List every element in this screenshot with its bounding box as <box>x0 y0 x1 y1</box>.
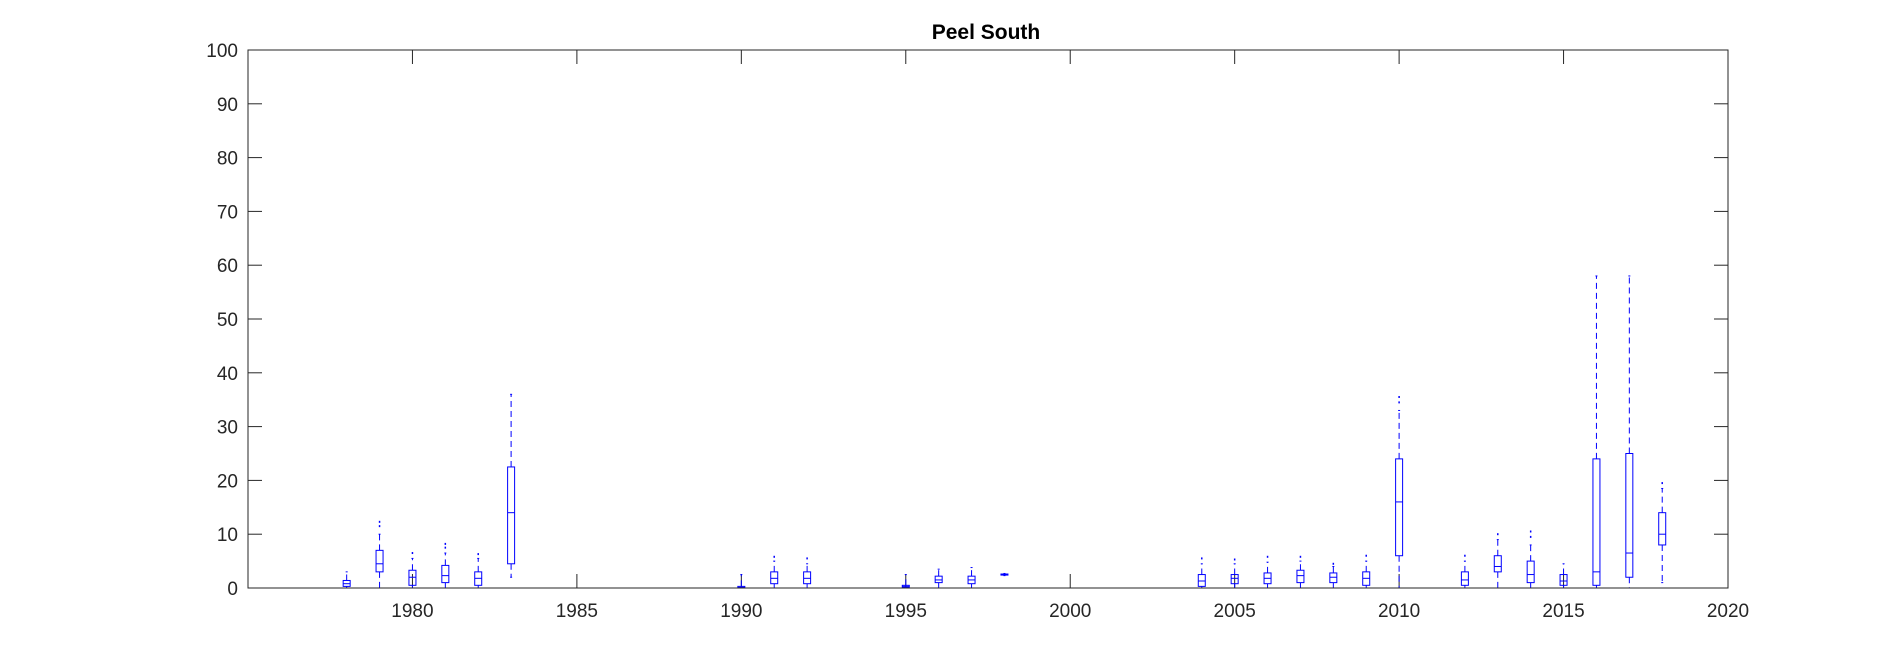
y-tick-label: 20 <box>217 471 238 492</box>
box-iqr <box>1329 572 1338 584</box>
box-1981 <box>441 542 450 589</box>
box-iqr <box>408 569 417 586</box>
y-tick-label: 30 <box>217 418 238 439</box>
y-tick-label: 70 <box>217 202 238 223</box>
box-iqr <box>1559 574 1568 586</box>
x-tick-label: 2005 <box>1214 601 1256 622</box>
box-iqr <box>507 466 516 565</box>
box-1992 <box>803 557 812 589</box>
y-tick-label: 80 <box>217 149 238 170</box>
box-2010 <box>1395 396 1404 589</box>
box-2018 <box>1658 482 1667 584</box>
box-2012 <box>1460 554 1469 589</box>
box-iqr <box>1526 560 1535 584</box>
box-1982 <box>474 553 483 589</box>
box-iqr <box>1592 458 1601 586</box>
box-iqr <box>803 571 812 585</box>
plot-frame <box>247 49 1729 589</box>
y-tick-label: 90 <box>217 95 238 116</box>
box-iqr <box>1493 555 1502 573</box>
y-tick-label: 40 <box>217 364 238 385</box>
x-tick-label: 1995 <box>885 601 927 622</box>
box-2005 <box>1230 558 1239 589</box>
box-2016 <box>1592 275 1601 589</box>
x-tick-label: 2015 <box>1542 601 1584 622</box>
x-tick-label: 2000 <box>1049 601 1091 622</box>
box-iqr <box>934 575 943 584</box>
box-iqr <box>1197 574 1206 587</box>
x-tick-label: 2010 <box>1378 601 1420 622</box>
box-2015 <box>1559 563 1568 589</box>
box-iqr <box>1460 571 1469 586</box>
box-iqr <box>375 549 384 573</box>
y-tick-label: 60 <box>217 256 238 277</box>
x-tick-label: 1990 <box>720 601 762 622</box>
box-iqr <box>1230 574 1239 585</box>
x-tick-label: 1985 <box>556 601 598 622</box>
box-iqr <box>1658 512 1667 546</box>
box-1978 <box>342 571 351 589</box>
axes: 0 10 20 30 40 50 60 70 80 90 100 1980 1985 1990 1995 20… <box>206 41 1749 622</box>
box-series <box>342 275 1667 589</box>
box-iqr <box>1395 458 1404 557</box>
x-tick-label: 2020 <box>1707 601 1749 622</box>
box-1998 <box>1000 572 1009 577</box>
box-iqr <box>441 564 450 584</box>
box-2008 <box>1329 562 1338 589</box>
y-tick-label: 0 <box>227 579 238 600</box>
chart-title: Peel South <box>932 21 1041 44</box>
box-1983 <box>507 393 516 578</box>
x-tick-label: 1980 <box>391 601 433 622</box>
box-iqr <box>1625 453 1634 578</box>
y-tick-label: 10 <box>217 525 238 546</box>
box-iqr <box>1296 569 1305 584</box>
box-2007 <box>1296 555 1305 589</box>
y-tick-label: 50 <box>217 310 238 331</box>
box-iqr <box>770 571 779 585</box>
box-1979 <box>375 520 384 589</box>
y-tick-label: 100 <box>206 41 238 62</box>
box-1991 <box>770 555 779 589</box>
